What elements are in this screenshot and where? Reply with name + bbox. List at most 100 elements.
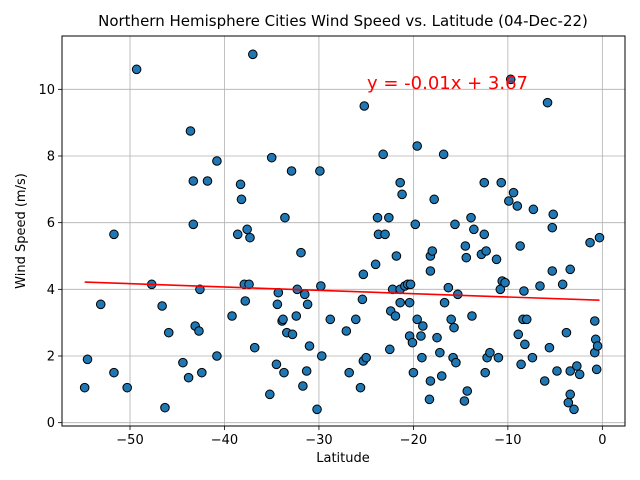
data-point bbox=[479, 229, 490, 240]
data-point bbox=[512, 201, 523, 211]
data-point bbox=[390, 311, 401, 321]
data-point bbox=[178, 357, 188, 368]
data-point bbox=[466, 212, 476, 223]
data-point bbox=[359, 101, 370, 111]
data-point bbox=[547, 266, 558, 276]
data-point bbox=[519, 286, 529, 296]
data-point bbox=[315, 166, 325, 176]
data-point bbox=[479, 177, 490, 188]
data-point bbox=[435, 347, 445, 358]
data-point bbox=[565, 366, 576, 376]
x-tick-label: 0 bbox=[598, 433, 606, 448]
data-point bbox=[227, 311, 237, 321]
data-point bbox=[527, 352, 538, 363]
data-point bbox=[446, 314, 456, 325]
data-point bbox=[424, 394, 435, 405]
data-point bbox=[443, 282, 454, 293]
data-point bbox=[504, 196, 514, 206]
data-point bbox=[361, 352, 371, 363]
regression-line-group bbox=[84, 281, 600, 302]
data-point bbox=[232, 229, 243, 240]
data-point bbox=[312, 404, 322, 415]
data-point bbox=[405, 279, 416, 290]
data-point bbox=[316, 281, 326, 291]
data-point bbox=[279, 367, 289, 378]
x-tick-label: −30 bbox=[305, 433, 332, 448]
data-point bbox=[450, 219, 460, 230]
data-point bbox=[521, 314, 532, 325]
x-tick-label: −10 bbox=[494, 433, 521, 448]
data-point bbox=[280, 212, 290, 223]
data-point bbox=[163, 327, 174, 338]
data-point bbox=[384, 344, 395, 355]
data-point bbox=[302, 299, 313, 310]
data-point bbox=[355, 382, 366, 393]
data-point bbox=[183, 372, 194, 383]
data-point bbox=[548, 209, 559, 220]
data-point bbox=[378, 149, 388, 160]
data-point bbox=[542, 97, 553, 108]
data-point bbox=[287, 329, 298, 340]
x-tick-label: −50 bbox=[116, 433, 143, 448]
x-tick-label: −40 bbox=[211, 433, 238, 448]
data-point bbox=[248, 49, 258, 60]
data-point bbox=[185, 126, 196, 136]
data-point bbox=[266, 152, 277, 163]
data-point bbox=[350, 314, 361, 325]
data-point bbox=[565, 389, 576, 400]
x-tick-label: −20 bbox=[400, 433, 427, 448]
data-point bbox=[304, 341, 315, 351]
data-point bbox=[291, 311, 302, 321]
data-point bbox=[418, 321, 428, 331]
data-point bbox=[395, 297, 405, 308]
data-point bbox=[552, 366, 562, 376]
data-point bbox=[561, 327, 572, 338]
data-point bbox=[265, 389, 275, 400]
data-point bbox=[194, 326, 204, 336]
data-point bbox=[429, 194, 439, 205]
data-point bbox=[539, 376, 550, 386]
data-point bbox=[299, 289, 310, 300]
data-point bbox=[202, 176, 213, 186]
data-point bbox=[397, 189, 407, 200]
data-point bbox=[212, 351, 222, 361]
y-axis-label: Wind Speed (m/s) bbox=[14, 173, 29, 289]
data-point bbox=[589, 316, 600, 326]
data-point bbox=[491, 254, 502, 265]
data-point bbox=[278, 314, 288, 325]
data-point bbox=[544, 342, 555, 353]
data-point bbox=[188, 219, 199, 230]
data-point bbox=[296, 247, 306, 258]
data-point bbox=[585, 237, 595, 248]
data-point bbox=[461, 252, 472, 263]
chart-title: Northern Hemisphere Cities Wind Speed vs… bbox=[98, 12, 588, 30]
data-point bbox=[408, 367, 419, 378]
data-point bbox=[449, 322, 459, 333]
data-point bbox=[131, 64, 142, 75]
data-point bbox=[528, 204, 539, 215]
data-point bbox=[485, 347, 495, 358]
data-point bbox=[358, 269, 369, 280]
data-point bbox=[122, 382, 132, 393]
data-point bbox=[235, 179, 246, 190]
data-point bbox=[410, 219, 421, 230]
data-point bbox=[391, 251, 402, 261]
data-point bbox=[520, 339, 530, 350]
data-point bbox=[557, 279, 568, 290]
data-point bbox=[380, 229, 390, 240]
data-point bbox=[569, 404, 579, 415]
y-tick-label: 6 bbox=[47, 216, 55, 231]
data-point bbox=[469, 224, 479, 235]
data-point bbox=[272, 299, 283, 310]
data-point bbox=[236, 194, 247, 205]
data-point bbox=[195, 284, 205, 295]
data-point bbox=[372, 212, 383, 223]
axis-ticks: −50 −40 −30 −20 −10 0 0 2 4 6 8 10 bbox=[38, 83, 606, 448]
data-points bbox=[79, 49, 605, 415]
data-point bbox=[82, 354, 93, 365]
data-point bbox=[535, 281, 545, 291]
data-point bbox=[109, 367, 119, 378]
data-point bbox=[565, 264, 576, 275]
